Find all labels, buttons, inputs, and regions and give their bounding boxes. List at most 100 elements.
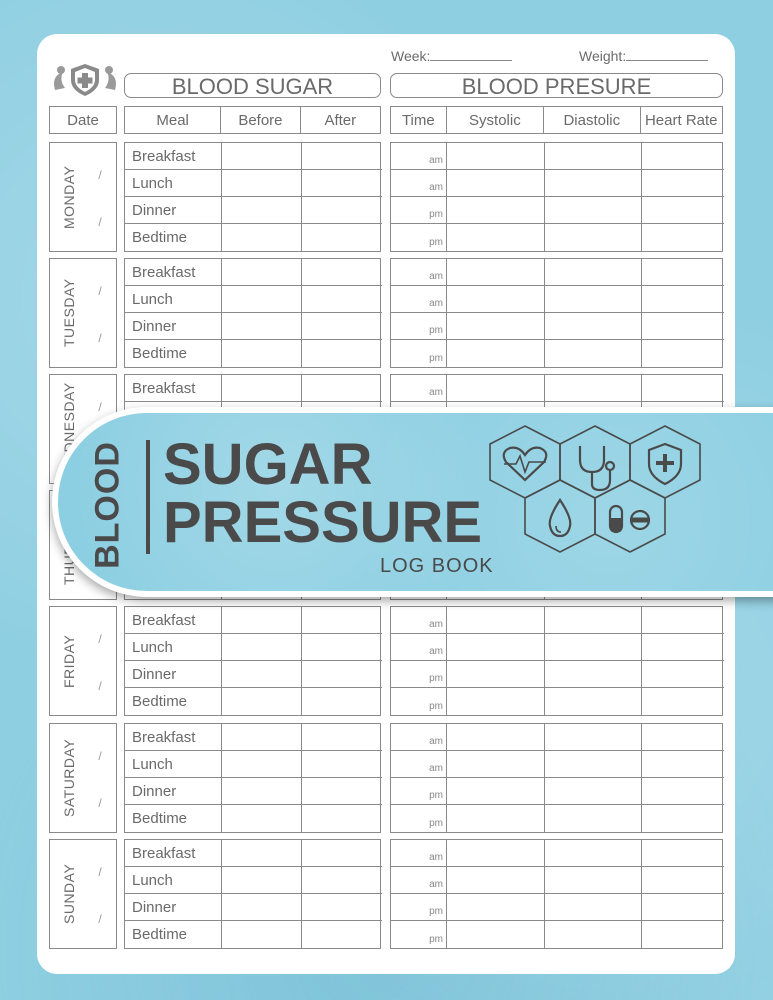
time-cell[interactable]: pm xyxy=(391,894,447,920)
after-cell[interactable] xyxy=(302,894,382,920)
diastolic-cell[interactable] xyxy=(545,724,642,750)
heart-rate-cell[interactable] xyxy=(642,778,724,804)
before-cell[interactable] xyxy=(222,607,302,633)
diastolic-cell[interactable] xyxy=(545,143,642,169)
time-cell[interactable]: am xyxy=(391,259,447,285)
diastolic-cell[interactable] xyxy=(545,921,642,948)
before-cell[interactable] xyxy=(222,840,302,866)
time-cell[interactable]: am xyxy=(391,170,447,196)
heart-rate-cell[interactable] xyxy=(642,286,724,312)
date-box-saturday[interactable]: SATURDAY / / xyxy=(49,723,117,833)
time-cell[interactable]: am xyxy=(391,867,447,893)
systolic-cell[interactable] xyxy=(447,867,545,893)
heart-rate-cell[interactable] xyxy=(642,921,724,948)
diastolic-cell[interactable] xyxy=(545,751,642,777)
systolic-cell[interactable] xyxy=(447,170,545,196)
after-cell[interactable] xyxy=(302,778,382,804)
diastolic-cell[interactable] xyxy=(545,661,642,687)
systolic-cell[interactable] xyxy=(447,894,545,920)
after-cell[interactable] xyxy=(302,313,382,339)
diastolic-cell[interactable] xyxy=(545,259,642,285)
date-box-tuesday[interactable]: TUESDAY / / xyxy=(49,258,117,368)
diastolic-cell[interactable] xyxy=(545,607,642,633)
before-cell[interactable] xyxy=(222,867,302,893)
time-cell[interactable]: am xyxy=(391,634,447,660)
heart-rate-cell[interactable] xyxy=(642,867,724,893)
heart-rate-cell[interactable] xyxy=(642,170,724,196)
time-cell[interactable]: am xyxy=(391,286,447,312)
date-box-monday[interactable]: MONDAY / / xyxy=(49,142,117,252)
systolic-cell[interactable] xyxy=(447,224,545,251)
after-cell[interactable] xyxy=(302,751,382,777)
heart-rate-cell[interactable] xyxy=(642,143,724,169)
diastolic-cell[interactable] xyxy=(545,778,642,804)
diastolic-cell[interactable] xyxy=(545,840,642,866)
heart-rate-cell[interactable] xyxy=(642,634,724,660)
before-cell[interactable] xyxy=(222,170,302,196)
systolic-cell[interactable] xyxy=(447,661,545,687)
systolic-cell[interactable] xyxy=(447,143,545,169)
diastolic-cell[interactable] xyxy=(545,286,642,312)
before-cell[interactable] xyxy=(222,313,302,339)
systolic-cell[interactable] xyxy=(447,259,545,285)
after-cell[interactable] xyxy=(302,840,382,866)
heart-rate-cell[interactable] xyxy=(642,840,724,866)
after-cell[interactable] xyxy=(302,921,382,948)
systolic-cell[interactable] xyxy=(447,751,545,777)
after-cell[interactable] xyxy=(302,688,382,715)
heart-rate-cell[interactable] xyxy=(642,259,724,285)
after-cell[interactable] xyxy=(302,170,382,196)
systolic-cell[interactable] xyxy=(447,607,545,633)
after-cell[interactable] xyxy=(302,661,382,687)
systolic-cell[interactable] xyxy=(447,688,545,715)
time-cell[interactable]: pm xyxy=(391,340,447,367)
heart-rate-cell[interactable] xyxy=(642,724,724,750)
time-cell[interactable]: pm xyxy=(391,921,447,948)
before-cell[interactable] xyxy=(222,805,302,832)
heart-rate-cell[interactable] xyxy=(642,375,724,401)
after-cell[interactable] xyxy=(302,224,382,251)
time-cell[interactable]: pm xyxy=(391,224,447,251)
heart-rate-cell[interactable] xyxy=(642,224,724,251)
before-cell[interactable] xyxy=(222,286,302,312)
before-cell[interactable] xyxy=(222,634,302,660)
before-cell[interactable] xyxy=(222,894,302,920)
before-cell[interactable] xyxy=(222,921,302,948)
before-cell[interactable] xyxy=(222,197,302,223)
time-cell[interactable]: am xyxy=(391,840,447,866)
before-cell[interactable] xyxy=(222,224,302,251)
before-cell[interactable] xyxy=(222,688,302,715)
time-cell[interactable]: pm xyxy=(391,688,447,715)
heart-rate-cell[interactable] xyxy=(642,894,724,920)
diastolic-cell[interactable] xyxy=(545,894,642,920)
heart-rate-cell[interactable] xyxy=(642,340,724,367)
before-cell[interactable] xyxy=(222,340,302,367)
diastolic-cell[interactable] xyxy=(545,170,642,196)
diastolic-cell[interactable] xyxy=(545,224,642,251)
time-cell[interactable]: am xyxy=(391,143,447,169)
systolic-cell[interactable] xyxy=(447,375,545,401)
time-cell[interactable]: pm xyxy=(391,197,447,223)
diastolic-cell[interactable] xyxy=(545,340,642,367)
time-cell[interactable]: am xyxy=(391,607,447,633)
time-cell[interactable]: am xyxy=(391,724,447,750)
heart-rate-cell[interactable] xyxy=(642,805,724,832)
systolic-cell[interactable] xyxy=(447,634,545,660)
diastolic-cell[interactable] xyxy=(545,867,642,893)
after-cell[interactable] xyxy=(302,634,382,660)
week-field[interactable]: Week: xyxy=(391,48,513,64)
before-cell[interactable] xyxy=(222,375,302,401)
after-cell[interactable] xyxy=(302,375,382,401)
heart-rate-cell[interactable] xyxy=(642,751,724,777)
weight-field[interactable]: Weight: xyxy=(579,48,709,64)
diastolic-cell[interactable] xyxy=(545,805,642,832)
heart-rate-cell[interactable] xyxy=(642,197,724,223)
systolic-cell[interactable] xyxy=(447,724,545,750)
time-cell[interactable]: am xyxy=(391,375,447,401)
before-cell[interactable] xyxy=(222,259,302,285)
diastolic-cell[interactable] xyxy=(545,313,642,339)
heart-rate-cell[interactable] xyxy=(642,313,724,339)
after-cell[interactable] xyxy=(302,724,382,750)
before-cell[interactable] xyxy=(222,724,302,750)
after-cell[interactable] xyxy=(302,607,382,633)
